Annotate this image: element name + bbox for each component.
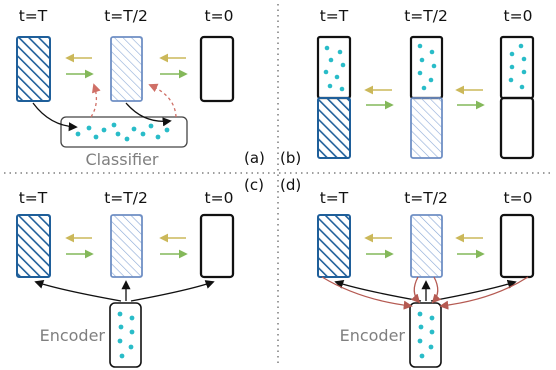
encoder-to-latent-arrow (34, 279, 122, 302)
timestep-label-T: t=T (19, 7, 48, 25)
classifier-gradient-arrow (148, 83, 177, 118)
classifier-features (75, 122, 170, 142)
clean-latent-block (199, 35, 235, 103)
feedback-arrow (431, 276, 442, 304)
encoder-to-latent-arrow (130, 280, 215, 302)
noisy-latent-block (317, 97, 351, 159)
encoder-label: Encoder (340, 326, 406, 345)
latent-to-classifier-arrow (125, 102, 172, 127)
panel-a: t=T t=T/2 t=0 Classifier (a) (16, 7, 265, 169)
panel-label-c: (c) (244, 176, 264, 194)
timestep-label-0: t=0 (205, 189, 234, 207)
clean-latent-block (499, 213, 535, 279)
panel-b: t=T t=T/2 t=0 (b) (280, 7, 535, 167)
feature-block (409, 35, 444, 100)
feature-block (499, 35, 535, 100)
feature-dots (323, 45, 346, 92)
encoder-to-latent-arrow (430, 279, 517, 302)
panel-c: (c) t=T t=T/2 t=0 Encoder (16, 176, 264, 368)
noisy-latent-block (16, 214, 51, 278)
timestep-label-T: t=T (320, 7, 349, 25)
panel-label-b: (b) (280, 149, 301, 167)
timestep-label-T-half: t=T/2 (104, 7, 148, 25)
encoder-label: Encoder (40, 326, 106, 345)
panel-d: (d) t=T t=T/2 t=0 Encoder (280, 176, 535, 368)
feature-dots (508, 43, 527, 90)
encoder-box (109, 302, 142, 368)
noisy-latent-block (317, 214, 351, 278)
classifier-box (60, 116, 188, 148)
half-noisy-latent-block (110, 214, 143, 278)
timestep-label-T-half: t=T/2 (104, 189, 148, 207)
timestep-label-T-half: t=T/2 (404, 7, 448, 25)
clean-latent-block (199, 213, 235, 279)
panel-label-d: (d) (280, 176, 301, 194)
half-noisy-latent-block (410, 214, 443, 278)
feature-dots (417, 43, 437, 91)
timestep-label-0: t=0 (504, 7, 533, 25)
encoder-to-latent-arrow (334, 279, 422, 302)
timestep-label-0: t=0 (504, 189, 533, 207)
feedback-arrow (321, 276, 413, 310)
half-noisy-latent-block (110, 36, 143, 102)
clean-latent-block (499, 96, 535, 160)
latent-to-classifier-arrow (32, 102, 78, 132)
encoder-features (117, 311, 135, 359)
timestep-label-T: t=T (320, 189, 349, 207)
classifier-gradient-arrow (90, 83, 101, 118)
feedback-arrow (439, 276, 529, 310)
timestep-label-T-half: t=T/2 (404, 189, 448, 207)
encoder-features (417, 311, 435, 359)
encoder-box (409, 302, 442, 368)
classifier-label: Classifier (85, 150, 158, 169)
timestep-label-T: t=T (19, 189, 48, 207)
panel-label-a: (a) (244, 149, 265, 167)
timestep-label-0: t=0 (205, 7, 234, 25)
half-noisy-latent-block (410, 97, 443, 159)
feature-block (316, 35, 352, 100)
feedback-arrow (410, 276, 421, 304)
noisy-latent-block (16, 36, 51, 102)
